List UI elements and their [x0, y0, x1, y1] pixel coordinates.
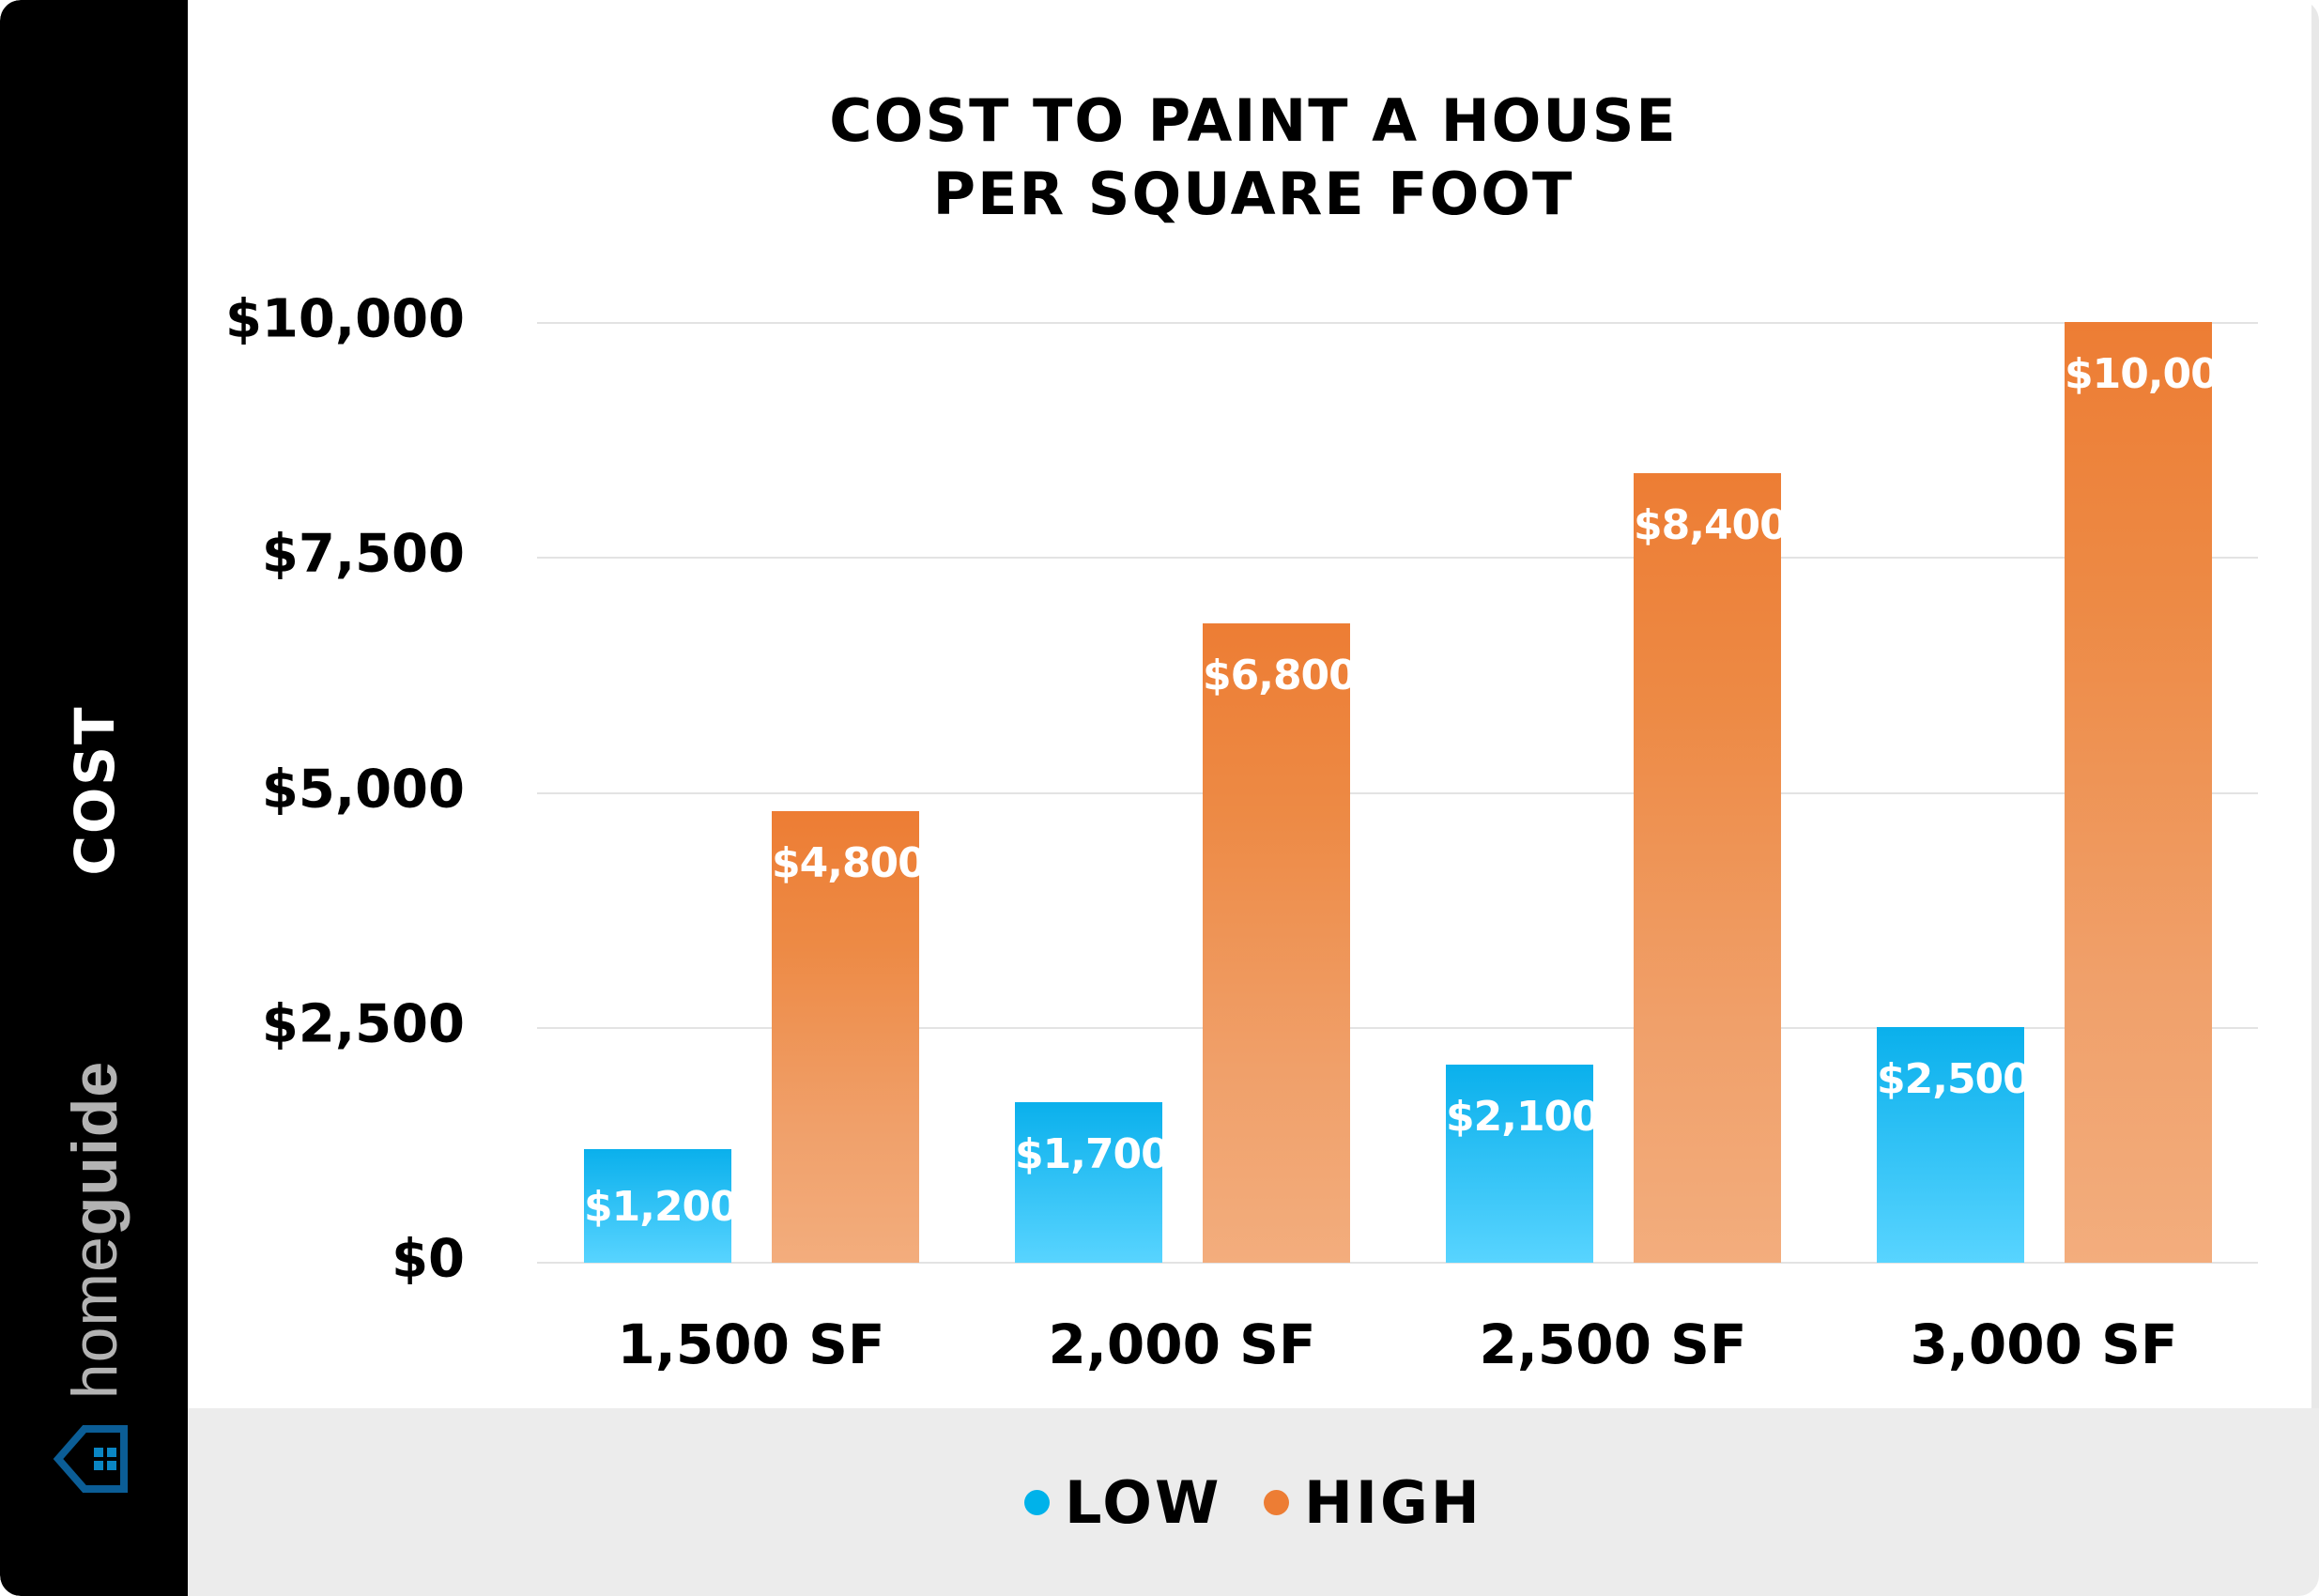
title-line-1: COST TO PAINT A HOUSE [829, 86, 1678, 155]
legend-item-high: HIGH [1264, 1463, 1482, 1542]
bar-value-label: $1,700 [1015, 1130, 1170, 1178]
right-border [2311, 0, 2319, 1408]
x-category-label: 1,500 SF [617, 1312, 885, 1376]
bar-value-label: $2,100 [1446, 1093, 1601, 1141]
y-tick-label: $0 [392, 1228, 465, 1290]
bar-high-1500: $4,800 [772, 811, 927, 1263]
bar-high-3000: $10,000 [2065, 322, 2247, 1263]
x-axis-baseline [537, 1262, 2258, 1264]
y-tick-label: $5,000 [261, 759, 465, 821]
bar-low-1500: $1,200 [584, 1149, 739, 1263]
gridline [537, 1027, 2258, 1029]
sidebar: COST homeguide [0, 0, 188, 1596]
bar-value-label: $2,500 [1877, 1055, 2032, 1103]
plot-area: $10,000 $7,500 $5,000 $2,500 $0 $1,200 $… [224, 288, 2258, 1376]
title-line-2: PER SQUARE FOOT [932, 160, 1574, 228]
gridline [537, 792, 2258, 794]
bar-value-label: $10,000 [2065, 350, 2247, 398]
gridline [537, 557, 2258, 559]
y-tick-label: $7,500 [261, 523, 465, 585]
chart-title: COST TO PAINT A HOUSE PER SQUARE FOOT [188, 84, 2319, 231]
x-category-label: 2,500 SF [1479, 1312, 1747, 1376]
bar-value-label: $6,800 [1203, 652, 1358, 699]
bar-low-2000: $1,700 [1015, 1102, 1170, 1263]
legend-dot-low-icon [1024, 1489, 1050, 1515]
legend-label: HIGH [1304, 1467, 1482, 1537]
y-tick-label: $10,000 [224, 288, 465, 350]
gridline [537, 322, 2258, 324]
bar-high-2500: $8,400 [1634, 473, 1789, 1263]
bar-low-3000: $2,500 [1877, 1027, 2032, 1263]
legend: LOW HIGH [188, 1408, 2319, 1596]
legend-item-low: LOW [1024, 1463, 1221, 1542]
bar-value-label: $8,400 [1634, 501, 1789, 549]
house-logo-icon [53, 1425, 128, 1493]
bar-low-2500: $2,100 [1446, 1065, 1601, 1263]
legend-dot-high-icon [1264, 1489, 1289, 1515]
bar-value-label: $1,200 [584, 1183, 739, 1231]
y-tick-label: $2,500 [261, 993, 465, 1055]
bar-value-label: $4,800 [772, 839, 927, 887]
legend-label: LOW [1065, 1467, 1222, 1537]
bar-high-2000: $6,800 [1203, 623, 1358, 1263]
x-category-label: 2,000 SF [1048, 1312, 1316, 1376]
x-category-label: 3,000 SF [1910, 1312, 2178, 1376]
